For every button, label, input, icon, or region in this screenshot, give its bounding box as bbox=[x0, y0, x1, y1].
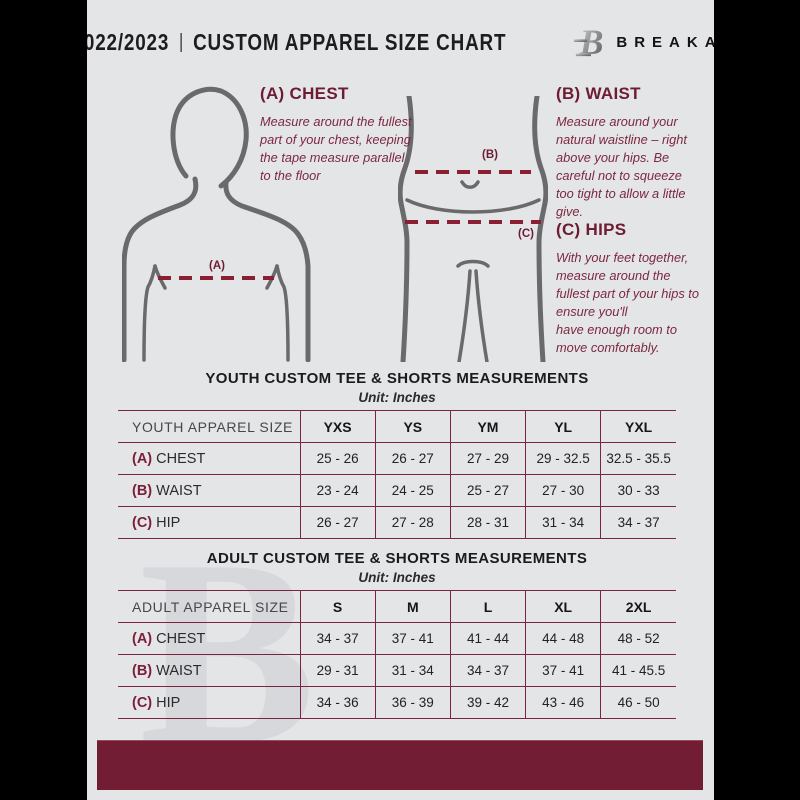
adult-size-xl: XL bbox=[525, 590, 601, 623]
adult-size-l: L bbox=[449, 590, 526, 623]
header-title-group: 2022/2023 | CUSTOM APPAREL SIZE CHART bbox=[87, 29, 507, 56]
row-name: HIP bbox=[156, 694, 181, 711]
adult-size-table: ADULT APPAREL SIZE S M L XL 2XL (A) CHES… bbox=[118, 590, 676, 719]
cell: 41 - 44 bbox=[449, 622, 526, 655]
cell: 39 - 42 bbox=[449, 686, 526, 719]
youth-hip-label: (C) HIP bbox=[118, 506, 300, 539]
cell: 34 - 37 bbox=[600, 506, 676, 539]
adult-chest-row: (A) CHEST 34 - 37 37 - 41 41 - 44 44 - 4… bbox=[118, 622, 676, 655]
cell: 48 - 52 bbox=[600, 622, 676, 655]
cell: 37 - 41 bbox=[374, 622, 451, 655]
chest-instruction: (A) CHEST Measure around the fullest par… bbox=[260, 84, 414, 185]
cell: 44 - 48 bbox=[525, 622, 601, 655]
brand-name: BREAKAWAY bbox=[616, 33, 714, 51]
row-prefix: (A) bbox=[132, 630, 153, 647]
footer-accent-bar bbox=[97, 740, 703, 790]
hips-line-label: (C) bbox=[518, 228, 534, 240]
adult-size-label: ADULT APPAREL SIZE bbox=[118, 590, 300, 623]
youth-size-yxl: YXL bbox=[600, 410, 676, 443]
chest-line-label: (A) bbox=[209, 260, 225, 272]
adult-table-title: ADULT CUSTOM TEE & SHORTS MEASUREMENTS bbox=[206, 550, 588, 567]
cell: 43 - 46 bbox=[525, 686, 601, 719]
waist-instruction-heading: (B) WAIST bbox=[556, 84, 641, 103]
row-name: WAIST bbox=[156, 482, 202, 499]
adult-size-s: S bbox=[299, 590, 376, 623]
row-name: WAIST bbox=[156, 662, 202, 679]
cell: 34 - 37 bbox=[449, 654, 526, 687]
cell: 26 - 27 bbox=[374, 442, 451, 475]
youth-size-table: YOUTH APPAREL SIZE YXS YS YM YL YXL (A) … bbox=[118, 410, 676, 539]
hips-instruction-text: With your feet together, measure around … bbox=[556, 250, 699, 355]
youth-table-header-row: YOUTH APPAREL SIZE YXS YS YM YL YXL bbox=[118, 410, 676, 443]
cell: 34 - 36 bbox=[299, 686, 376, 719]
cell: 41 - 45.5 bbox=[600, 654, 676, 687]
cell: 27 - 30 bbox=[525, 474, 601, 507]
cell: 29 - 32.5 bbox=[525, 442, 601, 475]
cell: 26 - 27 bbox=[299, 506, 376, 539]
youth-hip-row: (C) HIP 26 - 27 27 - 28 28 - 31 31 - 34 … bbox=[118, 506, 676, 539]
hips-instruction-heading: (C) HIPS bbox=[556, 220, 627, 239]
brand-logo: B BREAKAWAY bbox=[574, 22, 714, 62]
waist-instruction-text: Measure around your natural waistline – … bbox=[556, 114, 687, 219]
row-name: CHEST bbox=[156, 630, 206, 647]
cell: 30 - 33 bbox=[600, 474, 676, 507]
row-prefix: (C) bbox=[132, 514, 153, 531]
youth-size-ym: YM bbox=[449, 410, 526, 443]
adult-hip-label: (C) HIP bbox=[118, 686, 300, 719]
adult-waist-row: (B) WAIST 29 - 31 31 - 34 34 - 37 37 - 4… bbox=[118, 654, 676, 687]
page-header: 2022/2023 | CUSTOM APPAREL SIZE CHART B bbox=[87, 20, 714, 64]
youth-chest-label: (A) CHEST bbox=[118, 442, 300, 475]
season-label: 2022/2023 bbox=[87, 28, 170, 55]
adult-table-unit: Unit: Inches bbox=[358, 570, 436, 585]
cell: 36 - 39 bbox=[374, 686, 451, 719]
cell: 24 - 25 bbox=[374, 474, 451, 507]
waist-line-label: (B) bbox=[482, 149, 498, 161]
youth-size-ys: YS bbox=[374, 410, 451, 443]
row-name: CHEST bbox=[156, 450, 206, 467]
cell: 27 - 29 bbox=[449, 442, 526, 475]
cell: 31 - 34 bbox=[374, 654, 451, 687]
row-prefix: (B) bbox=[132, 482, 153, 499]
row-name: HIP bbox=[156, 514, 181, 531]
cell: 27 - 28 bbox=[374, 506, 451, 539]
adult-size-m: M bbox=[374, 590, 451, 623]
cell: 34 - 37 bbox=[299, 622, 376, 655]
adult-hip-row: (C) HIP 34 - 36 36 - 39 39 - 42 43 - 46 … bbox=[118, 686, 676, 719]
cell: 23 - 24 bbox=[299, 474, 376, 507]
youth-table-unit: Unit: Inches bbox=[358, 390, 436, 405]
chest-instruction-heading: (A) CHEST bbox=[260, 84, 349, 103]
upper-body-diagram bbox=[122, 86, 311, 362]
row-prefix: (B) bbox=[132, 662, 153, 679]
page-title: CUSTOM APPAREL SIZE CHART bbox=[193, 28, 507, 55]
adult-chest-label: (A) CHEST bbox=[118, 622, 300, 655]
size-chart-page: B 2022/2023 | CUSTOM APPAREL SIZE CHART bbox=[87, 0, 714, 800]
cell: 28 - 31 bbox=[449, 506, 526, 539]
cell: 25 - 26 bbox=[299, 442, 376, 475]
adult-size-2xl: 2XL bbox=[600, 590, 676, 623]
cell: 32.5 - 35.5 bbox=[600, 442, 676, 475]
youth-size-label: YOUTH APPAREL SIZE bbox=[118, 410, 300, 443]
cell: 25 - 27 bbox=[449, 474, 526, 507]
youth-chest-row: (A) CHEST 25 - 26 26 - 27 27 - 29 29 - 3… bbox=[118, 442, 676, 475]
lower-body-diagram bbox=[398, 96, 548, 362]
cell: 31 - 34 bbox=[525, 506, 601, 539]
youth-size-yxs: YXS bbox=[299, 410, 376, 443]
waist-instruction: (B) WAIST Measure around your natural wa… bbox=[556, 84, 698, 220]
cell: 29 - 31 bbox=[299, 654, 376, 687]
row-prefix: (A) bbox=[132, 450, 153, 467]
youth-waist-row: (B) WAIST 23 - 24 24 - 25 25 - 27 27 - 3… bbox=[118, 474, 676, 507]
adult-waist-label: (B) WAIST bbox=[118, 654, 300, 687]
chest-instruction-text: Measure around the fullest part of your … bbox=[260, 114, 412, 183]
row-prefix: (C) bbox=[132, 694, 153, 711]
youth-waist-label: (B) WAIST bbox=[118, 474, 300, 507]
youth-size-yl: YL bbox=[525, 410, 601, 443]
cell: 46 - 50 bbox=[600, 686, 676, 719]
header-divider: | bbox=[179, 30, 184, 53]
hips-instruction: (C) HIPS With your feet together, measur… bbox=[556, 220, 704, 356]
cell: 37 - 41 bbox=[525, 654, 601, 687]
youth-table-title: YOUTH CUSTOM TEE & SHORTS MEASUREMENTS bbox=[205, 370, 589, 387]
brand-logo-icon: B bbox=[574, 22, 604, 62]
adult-table-header-row: ADULT APPAREL SIZE S M L XL 2XL bbox=[118, 590, 676, 623]
